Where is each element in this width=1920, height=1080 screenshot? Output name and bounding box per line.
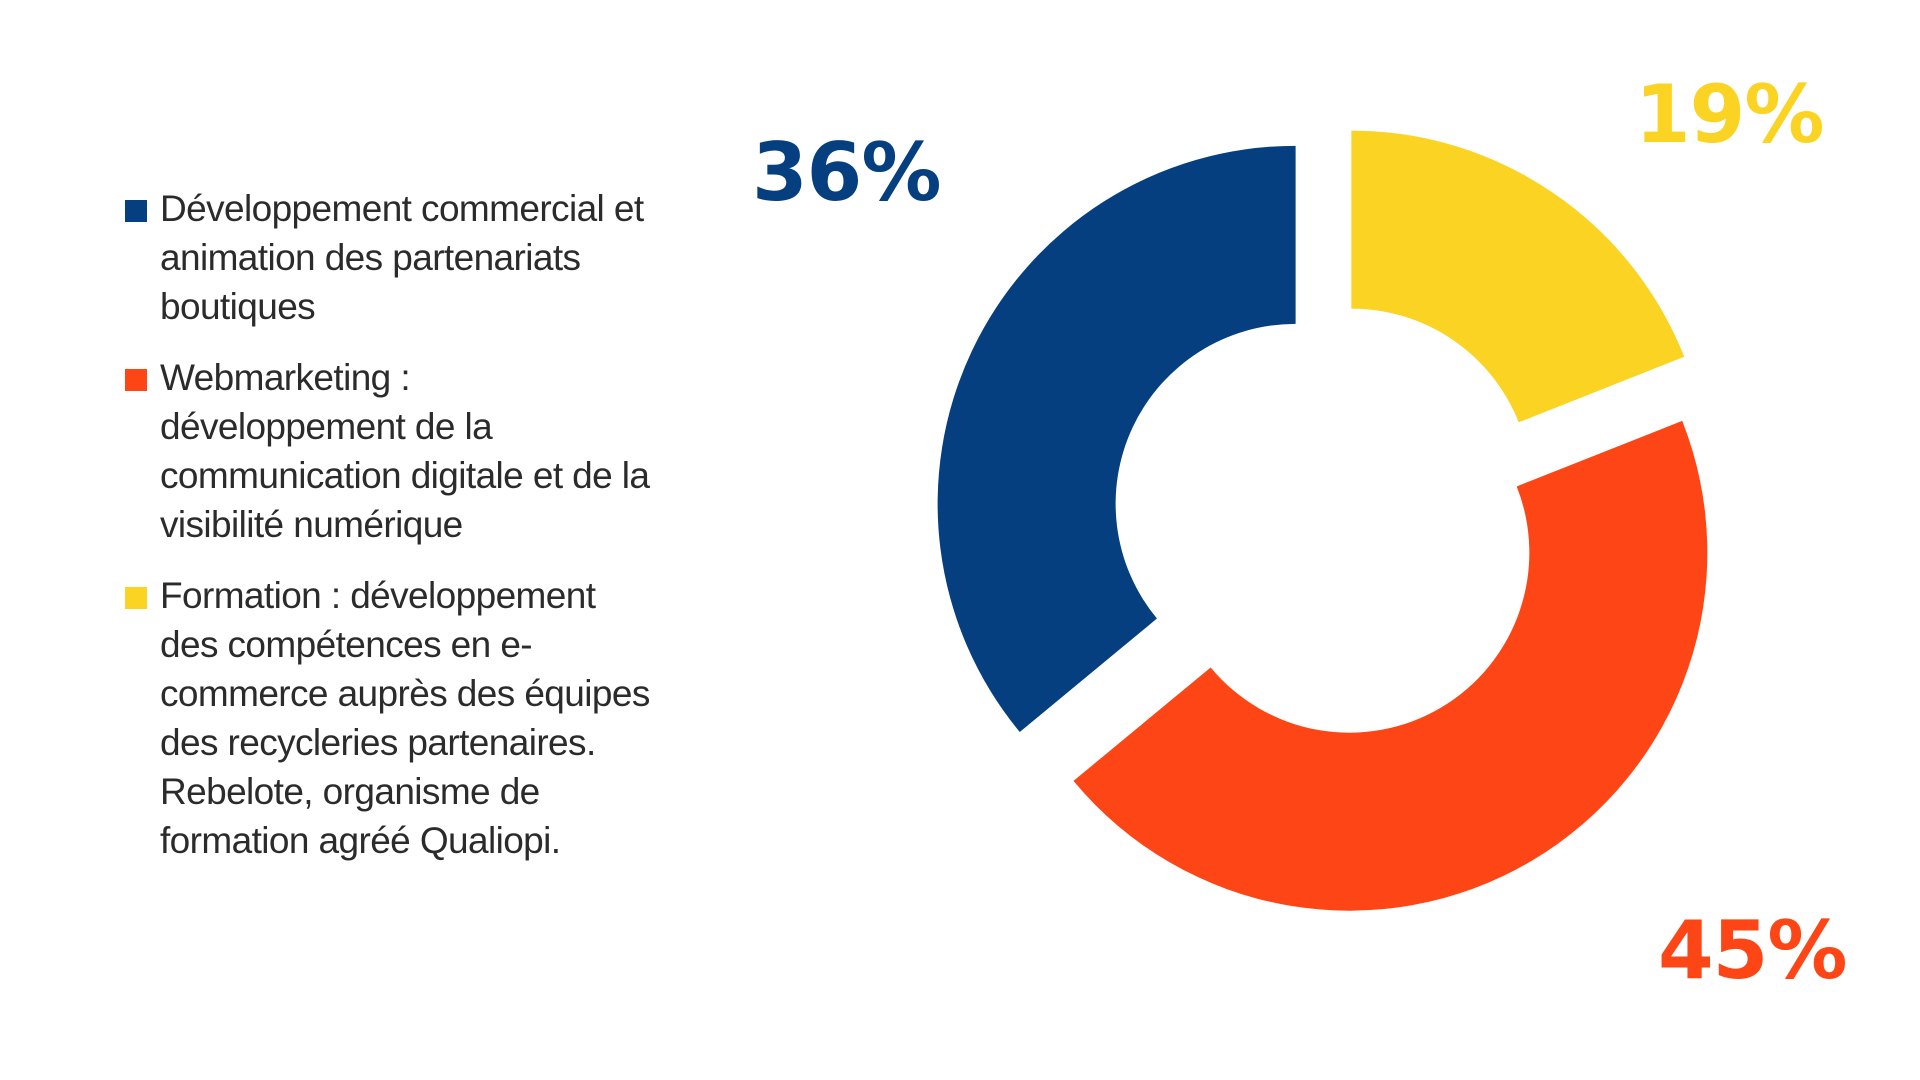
data-label-36: 36% (752, 126, 940, 219)
legend-label-line: Développement commercial et (160, 188, 644, 229)
legend-label-line: communication digitale et de la (160, 455, 650, 496)
legend-label-line: Formation : développement (160, 575, 596, 616)
legend-item-webmarketing: Webmarketing : développement de la commu… (122, 353, 722, 549)
legend-swatch-orange (125, 369, 147, 391)
data-label-19: 19% (1635, 68, 1823, 161)
legend-label-line: développement de la (160, 406, 493, 447)
legend-label-line: animation des partenariats (160, 237, 581, 278)
legend-label-line: des recycleries partenaires. (160, 722, 596, 763)
legend-label-line: Webmarketing : (160, 357, 411, 398)
slice-developpement (937, 145, 1296, 733)
data-label-45: 45% (1658, 904, 1846, 997)
legend-label-line: des compétences en e- (160, 624, 533, 665)
legend-item-formation: Formation : développement des compétence… (122, 571, 722, 865)
legend-swatch-blue (125, 200, 147, 222)
legend-label-line: visibilité numérique (160, 504, 463, 545)
legend-item-developpement: Développement commercial et animation de… (122, 184, 722, 331)
legend: Développement commercial et animation de… (122, 184, 722, 887)
legend-label-line: boutiques (160, 286, 316, 327)
legend-swatch-yellow (125, 587, 147, 609)
slice-formation (1351, 130, 1685, 423)
legend-label-line: formation agréé Qualiopi. (160, 820, 561, 861)
legend-label-line: commerce auprès des équipes (160, 673, 650, 714)
slice-webmarketing (1073, 420, 1708, 911)
legend-label-line: Rebelote, organisme de (160, 771, 540, 812)
